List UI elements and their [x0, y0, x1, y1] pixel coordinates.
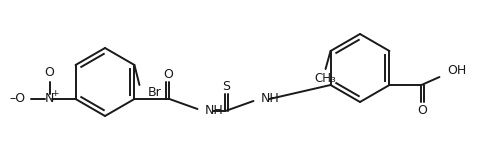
Text: OH: OH	[447, 64, 467, 78]
Text: S: S	[222, 79, 230, 93]
Text: O: O	[45, 66, 55, 78]
Text: N: N	[45, 93, 54, 105]
Text: O: O	[418, 105, 427, 117]
Text: NH: NH	[204, 105, 223, 117]
Text: +: +	[51, 88, 58, 97]
Text: Br: Br	[147, 85, 161, 98]
Text: NH: NH	[261, 93, 279, 105]
Text: O: O	[164, 67, 173, 81]
Text: CH₃: CH₃	[315, 71, 336, 85]
Text: –O: –O	[10, 93, 25, 105]
